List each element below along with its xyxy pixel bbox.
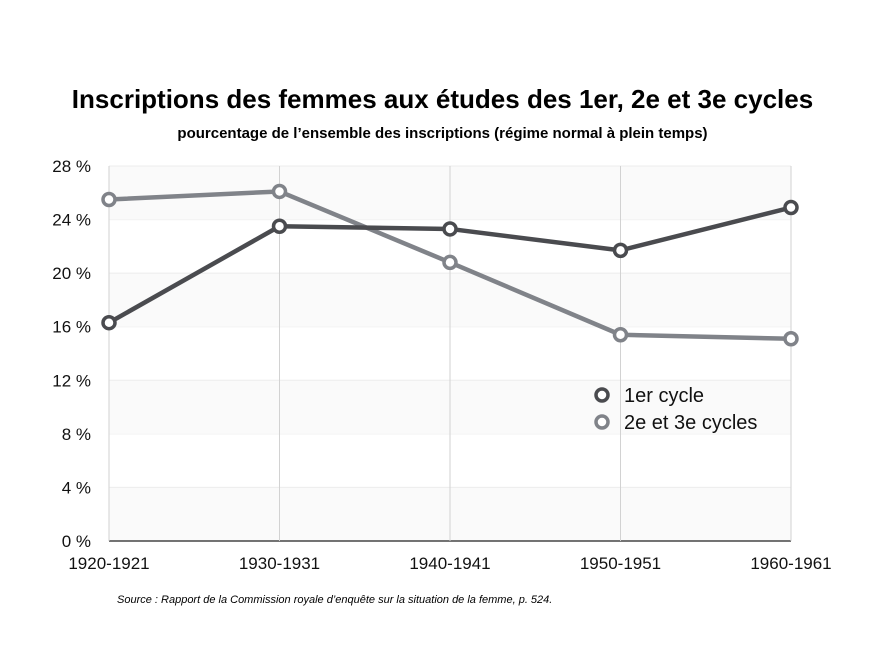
x-tick-label: 1950-1951 xyxy=(580,554,661,573)
y-tick-label: 12 % xyxy=(52,371,91,390)
data-point xyxy=(271,218,288,235)
chart-title: Inscriptions des femmes aux études des 1… xyxy=(71,84,814,114)
data-point xyxy=(442,254,458,271)
x-tick-label: 1930-1931 xyxy=(239,554,320,573)
x-axis-ticks: 1920-1921 1930-1931 1940-1941 1950-1951 1960… xyxy=(68,554,831,573)
x-tick-label: 1960-1961 xyxy=(750,554,831,573)
data-point xyxy=(783,199,799,216)
legend: 1er cycle 2e et 3e cycles xyxy=(594,385,757,434)
data-point xyxy=(442,221,458,237)
y-axis-ticks: 0 % 4 % 8 % 12 % 16 % 20 % 24 % 28 % xyxy=(52,157,91,551)
y-tick-label: 0 % xyxy=(62,532,91,551)
legend-marker xyxy=(594,387,610,403)
series-lines xyxy=(101,183,799,347)
legend-marker xyxy=(594,414,610,430)
y-tick-label: 28 % xyxy=(52,157,91,176)
y-tick-label: 24 % xyxy=(52,211,91,230)
data-point xyxy=(271,183,288,200)
data-point xyxy=(612,327,629,343)
data-point xyxy=(783,331,799,347)
axes xyxy=(108,166,792,542)
source-note: Source : Rapport de la Commission royale… xyxy=(117,594,553,606)
x-tick-label: 1940-1941 xyxy=(409,554,490,573)
data-point xyxy=(101,191,117,208)
y-tick-label: 20 % xyxy=(52,264,91,283)
legend-label: 2e et 3e cycles xyxy=(624,412,757,434)
data-point xyxy=(612,242,629,259)
chart-subtitle: pourcentage de l’ensemble des inscriptio… xyxy=(177,125,708,142)
legend-label: 1er cycle xyxy=(624,385,704,407)
y-tick-label: 16 % xyxy=(52,318,91,337)
data-point xyxy=(101,314,117,331)
x-tick-label: 1920-1921 xyxy=(68,554,149,573)
y-tick-label: 4 % xyxy=(62,478,91,497)
y-tick-label: 8 % xyxy=(62,425,91,444)
